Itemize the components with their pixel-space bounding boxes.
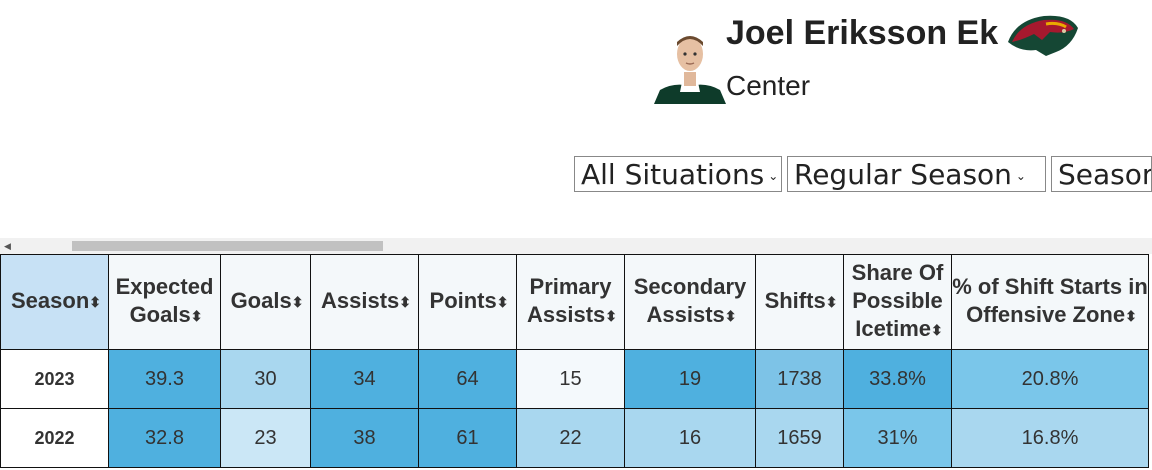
column-header-label: Goals bbox=[230, 288, 292, 314]
situation-select[interactable]: All Situations ⌄ bbox=[574, 156, 782, 192]
table-row: 2023 39.3 30 34 64 15 19 1738 33.8% 20.8% bbox=[0, 349, 1149, 409]
column-header-label: Expected Goals bbox=[115, 274, 214, 328]
column-header-label: % of Shift Starts in Offensive Zone bbox=[952, 274, 1148, 328]
column-header-6[interactable]: Secondary Assists⬍ bbox=[624, 254, 756, 350]
season-type-select[interactable]: Regular Season ⌄ bbox=[787, 156, 1046, 192]
column-header-2[interactable]: Goals⬍ bbox=[220, 254, 311, 350]
season-select-value: Season bbox=[1058, 158, 1152, 191]
player-avatar bbox=[654, 32, 726, 104]
column-header-3[interactable]: Assists⬍ bbox=[310, 254, 419, 350]
table-cell: 33.8% bbox=[843, 349, 952, 409]
table-cell: 16.8% bbox=[951, 408, 1149, 468]
season-type-select-value: Regular Season bbox=[794, 158, 1012, 191]
chevron-down-icon: ⌄ bbox=[1015, 169, 1026, 183]
sort-icon[interactable]: ⬍ bbox=[399, 294, 411, 311]
column-header-label: Share Of Possible Icetime bbox=[851, 260, 944, 342]
table-cell: 61 bbox=[418, 408, 517, 468]
sort-icon[interactable]: ⬍ bbox=[825, 294, 838, 311]
sort-icon[interactable]: ⬍ bbox=[496, 294, 509, 311]
table-cell: 15 bbox=[516, 349, 625, 409]
sort-icon[interactable]: ⬍ bbox=[931, 322, 943, 339]
season-select[interactable]: Season bbox=[1051, 156, 1152, 192]
scroll-thumb[interactable] bbox=[72, 241, 383, 251]
table-cell: 34 bbox=[310, 349, 419, 409]
horizontal-scrollbar[interactable]: ◀ bbox=[0, 238, 1152, 254]
player-header: Joel Eriksson Ek Center bbox=[650, 8, 1152, 108]
table-cell: 38 bbox=[310, 408, 419, 468]
sort-icon[interactable]: ⬍ bbox=[89, 294, 101, 311]
table-cell: 23 bbox=[220, 408, 311, 468]
column-header-4[interactable]: Points⬍ bbox=[418, 254, 517, 350]
column-header-1[interactable]: Expected Goals⬍ bbox=[108, 254, 221, 350]
table-cell: 1738 bbox=[755, 349, 844, 409]
stats-table: Season⬍ Expected Goals⬍ Goals⬍ Assists⬍ Poin… bbox=[0, 254, 1149, 468]
column-header-label: Assists bbox=[320, 288, 400, 314]
column-header-label: Season bbox=[11, 288, 90, 314]
column-header-8[interactable]: Share Of Possible Icetime⬍ bbox=[843, 254, 952, 350]
player-position: Center bbox=[726, 70, 811, 101]
column-header-label: Primary Assists bbox=[526, 274, 612, 328]
table-body: 2023 39.3 30 34 64 15 19 1738 33.8% 20.8% 2022 32.8… bbox=[0, 349, 1149, 468]
table-cell: 20.8% bbox=[951, 349, 1149, 409]
column-header-5[interactable]: Primary Assists⬍ bbox=[516, 254, 625, 350]
player-name: Joel Eriksson Ek bbox=[726, 14, 999, 52]
column-header-label: Secondary Assists bbox=[633, 274, 747, 328]
column-header-label: Shifts bbox=[764, 288, 826, 314]
column-header-9[interactable]: % of Shift Starts in Offensive Zone⬍ bbox=[951, 254, 1149, 350]
chevron-down-icon: ⌄ bbox=[768, 169, 779, 183]
table-cell: 39.3 bbox=[108, 349, 221, 409]
table-cell: 2023 bbox=[0, 349, 109, 409]
table-cell: 2022 bbox=[0, 408, 109, 468]
table-cell: 30 bbox=[220, 349, 311, 409]
column-header-label: Points bbox=[429, 288, 497, 314]
scroll-left-icon[interactable]: ◀ bbox=[4, 241, 11, 251]
sort-icon[interactable]: ⬍ bbox=[291, 294, 304, 311]
table-cell: 19 bbox=[624, 349, 756, 409]
situation-select-value: All Situations bbox=[581, 158, 765, 191]
table-cell: 31% bbox=[843, 408, 952, 468]
table-cell: 16 bbox=[624, 408, 756, 468]
table-cell: 64 bbox=[418, 349, 517, 409]
table-row: 2022 32.8 23 38 61 22 16 1659 31% 16.8% bbox=[0, 408, 1149, 468]
sort-icon[interactable]: ⬍ bbox=[724, 308, 737, 325]
sort-icon[interactable]: ⬍ bbox=[605, 308, 617, 325]
table-cell: 22 bbox=[516, 408, 625, 468]
table-cell: 32.8 bbox=[108, 408, 221, 468]
column-header-7[interactable]: Shifts⬍ bbox=[755, 254, 844, 350]
table-header-row: Season⬍ Expected Goals⬍ Goals⬍ Assists⬍ Poin… bbox=[0, 254, 1149, 350]
team-logo bbox=[1006, 12, 1080, 60]
table-cell: 1659 bbox=[755, 408, 844, 468]
sort-icon[interactable]: ⬍ bbox=[1125, 308, 1137, 325]
column-header-0[interactable]: Season⬍ bbox=[0, 254, 109, 350]
sort-icon[interactable]: ⬍ bbox=[190, 308, 203, 325]
